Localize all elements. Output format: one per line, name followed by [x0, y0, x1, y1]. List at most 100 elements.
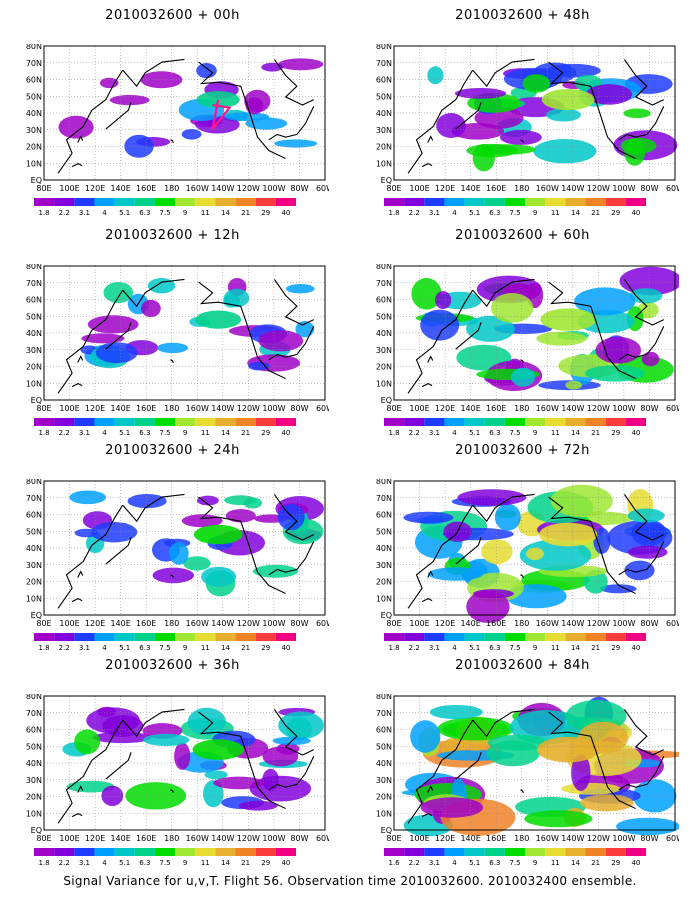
colorbar-label: 21: [241, 209, 250, 217]
x-tick-label: 80W: [290, 619, 308, 628]
variance-contour: [457, 489, 527, 506]
x-tick-label: 100E: [59, 184, 79, 193]
y-tick-label: 10N: [376, 594, 392, 603]
variance-contour: [244, 89, 271, 113]
coastline: [623, 494, 664, 541]
grid: [44, 696, 325, 830]
x-tick-label: 100E: [409, 834, 429, 843]
variance-contour: [103, 282, 134, 303]
colorbar-label: 3.1: [429, 429, 440, 437]
colorbar-swatch: [114, 418, 135, 426]
x-tick-label: 120W: [587, 619, 610, 628]
coastline: [548, 496, 636, 595]
coastline: [273, 494, 314, 541]
colorbar: 1.8 2.2 3.1 4 5.1 6.3 7.5 9 11 14 21 29 40: [34, 633, 296, 652]
colorbar-label: 29: [261, 859, 270, 867]
variance-contour: [580, 794, 634, 812]
colorbar-swatch: [585, 848, 606, 856]
x-tick-label: 140W: [561, 184, 584, 193]
y-tick-label: 70N: [376, 59, 392, 68]
colorbar-swatch: [424, 198, 445, 206]
colorbar-label: 11: [201, 859, 210, 867]
variance-contour: [436, 113, 466, 138]
colorbar: 1.8 2.2 3.1 4 5.1 6.3 7.5 9 11 14 21 29 40: [384, 633, 646, 652]
colorbar-swatch: [525, 418, 546, 426]
colorbar-swatch: [134, 198, 155, 206]
colorbar-swatch: [444, 848, 465, 856]
variance-contour: [147, 278, 176, 294]
panel-title: 2010032600 + 12h: [105, 228, 240, 243]
variance-contour: [420, 309, 460, 341]
variance-contour: [628, 545, 668, 559]
variance-contour: [295, 321, 315, 338]
colorbar-label: 4: [452, 209, 457, 217]
x-tick-label: 100E: [409, 404, 429, 413]
x-tick-label: 160E: [136, 834, 156, 843]
colorbar-label: 14: [221, 644, 230, 652]
coastline: [472, 278, 535, 308]
variance-contour: [481, 539, 513, 565]
variance-core: [540, 308, 597, 331]
y-tick-label: 60N: [26, 511, 42, 520]
variance-contour: [152, 567, 194, 584]
coastline: [407, 289, 474, 394]
panel-title: 2010032600 + 24h: [105, 443, 240, 458]
colorbar-swatch: [545, 418, 566, 426]
x-tick-label: 180: [164, 619, 179, 628]
x-tick-label: 100W: [262, 834, 285, 843]
x-tick-label: 120W: [237, 184, 260, 193]
variance-contour: [174, 742, 191, 770]
colorbar-swatch: [255, 198, 276, 206]
colorbar-label: 7.5: [159, 209, 170, 217]
colorbar-swatch: [625, 418, 646, 426]
colorbar-swatch: [54, 633, 75, 641]
coastline: [273, 279, 314, 326]
y-tick-label: EQ: [381, 396, 392, 405]
y-tick-label: 20N: [26, 578, 42, 587]
colorbar-swatch: [134, 418, 155, 426]
x-tick-label: 120E: [85, 184, 105, 193]
x-tick-label: 80E: [386, 404, 401, 413]
y-tick-label: 70N: [376, 709, 392, 718]
y-tick-label: EQ: [381, 176, 392, 185]
colorbar-swatch: [504, 848, 526, 856]
panel-36h: 2010032600 + 36h 80E 100E 120E 140E 160E 180 1…: [0, 650, 345, 872]
variance-contour: [466, 143, 518, 158]
x-tick-label: 160E: [136, 404, 156, 413]
x-tick-label: 80W: [640, 184, 658, 193]
coastline: [548, 61, 636, 160]
colorbar: 1.8 2.2 3.1 4 5.1 6.3 7.5 9 11 14 21 29 40: [34, 848, 296, 867]
x-tick-label: 60W: [316, 184, 329, 193]
y-tick-label: 30N: [376, 776, 392, 785]
colorbar-label: 21: [241, 644, 250, 652]
colorbar: 1.6 2.2 3.1 4 5.1 6.3 7.5 9 11 14 21 29 40: [384, 848, 646, 867]
coastline: [520, 574, 524, 579]
colorbar-label: 2.2: [59, 644, 70, 652]
x-tick-label: 160W: [186, 404, 209, 413]
map-plot: 80E 100E 120E 140E 160E 180 160W 140W 120W 100W 80…: [376, 44, 679, 193]
panel-title: 2010032600 + 00h: [105, 8, 240, 23]
x-tick-label: 140E: [460, 404, 480, 413]
y-tick-label: EQ: [31, 611, 42, 620]
plot-frame: [43, 45, 326, 181]
colorbar-label: 3.1: [79, 209, 90, 217]
variance-contour: [641, 351, 660, 367]
x-tick-label: 80W: [290, 184, 308, 193]
colorbar-swatch: [484, 633, 505, 641]
colorbar-swatch: [545, 848, 566, 856]
variance-contour: [550, 484, 613, 518]
panel-title: 2010032600 + 48h: [455, 8, 590, 23]
grid: [394, 481, 675, 615]
coastline: [455, 752, 482, 780]
colorbar-label: 4: [102, 429, 107, 437]
variance-contour: [623, 108, 651, 119]
coastline: [623, 709, 664, 756]
colorbar-label: 7.5: [159, 859, 170, 867]
x-tick-label: 140W: [561, 834, 584, 843]
colorbar-swatch: [154, 633, 176, 641]
coastlines: [407, 58, 665, 174]
colorbar-label: 11: [551, 644, 560, 652]
variance-contour: [58, 115, 94, 139]
variance-contour: [157, 342, 188, 354]
colorbar-label: 5.1: [119, 859, 130, 867]
